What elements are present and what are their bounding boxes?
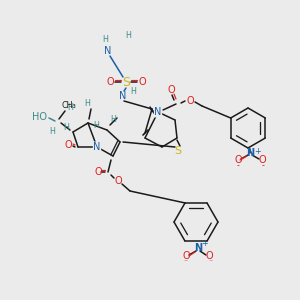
Text: O: O xyxy=(138,77,146,87)
Text: -: - xyxy=(262,161,264,170)
Text: N: N xyxy=(93,142,101,152)
Text: O: O xyxy=(114,176,122,186)
Text: N: N xyxy=(194,243,202,253)
Text: O: O xyxy=(167,85,175,95)
Text: N: N xyxy=(104,46,112,56)
Text: S: S xyxy=(122,76,130,88)
Text: -: - xyxy=(237,161,239,170)
Text: CH₃: CH₃ xyxy=(62,100,77,109)
Text: H: H xyxy=(49,127,55,136)
Text: H: H xyxy=(110,116,116,124)
Text: N: N xyxy=(119,91,127,101)
Text: H: H xyxy=(125,31,131,40)
Text: O: O xyxy=(106,77,114,87)
Text: ⁻: ⁻ xyxy=(209,257,213,266)
Text: O: O xyxy=(258,155,266,165)
Text: O: O xyxy=(64,140,72,150)
Text: O: O xyxy=(186,96,194,106)
Text: O: O xyxy=(182,251,190,261)
Text: O: O xyxy=(205,251,213,261)
Text: H: H xyxy=(93,121,99,130)
Text: H: H xyxy=(63,124,69,133)
Text: H: H xyxy=(84,98,90,107)
Text: S: S xyxy=(174,146,182,156)
Text: +: + xyxy=(254,146,260,155)
Text: H: H xyxy=(67,103,73,112)
Text: H: H xyxy=(130,86,136,95)
Text: N: N xyxy=(154,107,162,117)
Text: O: O xyxy=(94,167,102,177)
Text: ⁻: ⁻ xyxy=(184,257,188,266)
Text: +: + xyxy=(201,239,207,248)
Text: HO: HO xyxy=(32,112,47,122)
Text: N: N xyxy=(246,148,254,158)
Text: O: O xyxy=(234,155,242,165)
Text: H: H xyxy=(102,35,108,44)
